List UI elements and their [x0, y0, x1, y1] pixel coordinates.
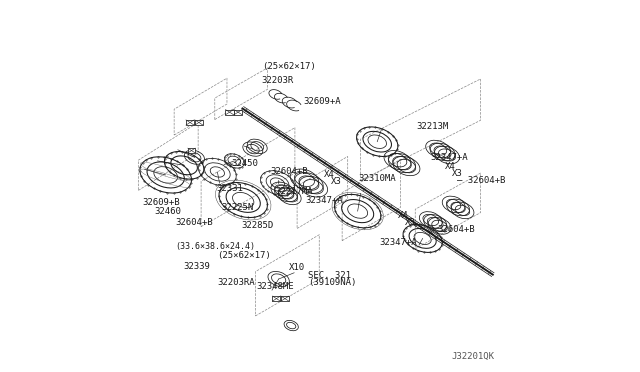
Text: X4: X4 — [445, 162, 456, 171]
Bar — [195, 120, 203, 125]
Text: 32347+A: 32347+A — [431, 153, 468, 162]
Text: X4: X4 — [397, 211, 408, 220]
Bar — [234, 110, 242, 115]
Text: 32225N: 32225N — [221, 203, 253, 212]
Text: 32203RA: 32203RA — [218, 278, 255, 287]
Text: X4: X4 — [324, 170, 335, 179]
Bar — [225, 110, 234, 115]
Text: (33.6×38.6×24.4): (33.6×38.6×24.4) — [175, 243, 255, 251]
Text: (39109NA): (39109NA) — [308, 278, 356, 287]
Text: 32217MA: 32217MA — [275, 187, 312, 196]
Text: 32609+A: 32609+A — [303, 97, 341, 106]
Text: 32604+B: 32604+B — [270, 167, 308, 176]
Text: X10: X10 — [289, 263, 305, 272]
Text: 32460: 32460 — [155, 206, 182, 216]
Bar — [281, 296, 289, 301]
Text: 32604+B: 32604+B — [175, 218, 213, 227]
Text: (25×62×17): (25×62×17) — [262, 61, 316, 71]
Bar — [273, 296, 280, 301]
Text: 32285D: 32285D — [242, 221, 274, 230]
Text: X3: X3 — [405, 218, 415, 227]
Bar — [186, 120, 194, 125]
Text: 32609+B: 32609+B — [142, 198, 180, 207]
Text: 32450: 32450 — [232, 159, 259, 169]
Text: SEC. 321: SEC. 321 — [308, 271, 351, 280]
Text: J32201QK: J32201QK — [451, 352, 494, 361]
Text: (25×62×17): (25×62×17) — [218, 251, 271, 260]
Text: 32348ME: 32348ME — [257, 282, 294, 291]
Text: 32331: 32331 — [216, 185, 243, 193]
Text: 32310MA: 32310MA — [358, 174, 396, 183]
Text: 32347+A: 32347+A — [379, 238, 417, 247]
Text: 32339: 32339 — [184, 262, 211, 271]
Text: 32213M: 32213M — [417, 122, 449, 131]
Text: 32604+B: 32604+B — [437, 225, 475, 234]
Text: 32347+A: 32347+A — [305, 196, 343, 205]
Text: — 32604+B: — 32604+B — [458, 176, 506, 185]
Text: X3: X3 — [331, 177, 342, 186]
Text: X3: X3 — [452, 169, 463, 178]
Text: 32203R: 32203R — [262, 76, 294, 85]
Bar — [188, 148, 195, 153]
